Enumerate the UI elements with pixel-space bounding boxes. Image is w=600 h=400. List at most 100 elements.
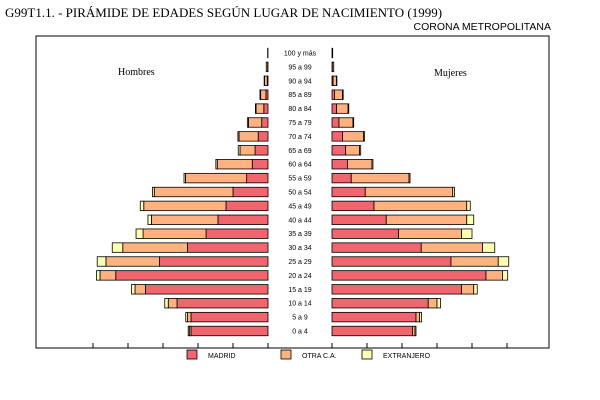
- bar-men-madrid-9: [246, 172, 269, 184]
- legend-label: OTRA C.A.: [302, 353, 337, 360]
- bar-men-otra-c-a-17: [134, 284, 146, 295]
- bar-women-otra-c-a-2: [332, 75, 337, 86]
- bar-men-madrid-8: [251, 159, 269, 170]
- bar-women-otra-c-a-14: [420, 242, 483, 253]
- bar-women-extranjero-8: [371, 159, 374, 170]
- bar-women-madrid-16: [331, 270, 487, 281]
- bar-men-otra-c-a-11: [143, 200, 227, 212]
- bar-women-madrid-19: [331, 311, 417, 323]
- bar-men-otra-c-a-1: [265, 61, 269, 73]
- bar-men-extranjero-9: [183, 172, 186, 184]
- bar-men-otra-c-a-3: [260, 89, 267, 100]
- legend: MADRID OTRA C.A. EXTRANJERO: [186, 349, 431, 360]
- bar-men-madrid-19: [190, 311, 269, 323]
- bar-men-extranjero-5: [246, 117, 249, 128]
- bar-women-madrid-5: [331, 117, 340, 128]
- bar-women-madrid-13: [331, 228, 399, 239]
- bar-men-otra-c-a-16: [99, 270, 117, 281]
- bar-women-madrid-15: [331, 256, 452, 267]
- bar-men-extranjero-11: [139, 200, 145, 212]
- bar-women-madrid-8: [331, 159, 348, 170]
- bar-women-madrid-11: [331, 200, 375, 212]
- bar-men-madrid-13: [205, 228, 269, 239]
- bar-men-otra-c-a-5: [247, 117, 263, 128]
- bar-men-madrid-20: [190, 325, 269, 337]
- bar-women-madrid-17: [331, 284, 462, 295]
- bar-men-otra-c-a-15: [105, 256, 160, 267]
- bar-men-otra-c-a-18: [167, 298, 178, 309]
- bar-women-extranjero-11: [466, 200, 471, 212]
- bar-women-extranjero-19: [419, 311, 422, 323]
- bar-men-madrid-12: [217, 214, 269, 225]
- bar-men-extranjero-6: [237, 131, 240, 142]
- bar-women-extranjero-7: [359, 145, 362, 156]
- bar-men-otra-c-a-13: [142, 228, 207, 239]
- age-group-label: 40 a 44: [288, 217, 311, 224]
- bars-group: [96, 47, 510, 337]
- bar-women-otra-c-a-3: [334, 89, 343, 100]
- age-group-label: 10 a 14: [288, 301, 311, 308]
- bar-men-madrid-6: [257, 131, 269, 142]
- bar-men-otra-c-a-7: [239, 145, 256, 156]
- legend-label: MADRID: [208, 353, 236, 360]
- age-group-label: 75 a 79: [288, 120, 311, 127]
- bar-women-madrid-9: [331, 172, 352, 184]
- age-group-label: 5 a 9: [292, 315, 308, 322]
- age-group-label: 30 a 34: [288, 245, 311, 252]
- bar-men-extranjero-19: [185, 311, 188, 323]
- bar-women-extranjero-14: [482, 242, 496, 253]
- age-group-label: 95 a 99: [288, 64, 311, 71]
- side-label-women: Mujeres: [434, 68, 467, 79]
- bar-women-otra-c-a-9: [350, 172, 410, 184]
- bar-men-madrid-14: [187, 242, 269, 253]
- bar-women-otra-c-a-18: [427, 298, 438, 309]
- bar-men-madrid-11: [225, 200, 269, 212]
- bar-men-madrid-7: [254, 145, 269, 156]
- chart-title: G99T1.1. - PIRÁMIDE DE EDADES SEGÚN LUGA…: [5, 5, 443, 20]
- x-axis-ticks: [92, 343, 508, 348]
- age-group-label: 55 a 59: [288, 176, 311, 183]
- bar-women-otra-c-a-12: [385, 214, 468, 225]
- bar-men-madrid-10: [232, 186, 269, 198]
- bar-men-otra-c-a-12: [151, 214, 219, 225]
- bar-men-otra-c-a-9: [184, 172, 248, 184]
- bar-men-madrid-5: [261, 117, 269, 128]
- bar-men-extranjero-14: [111, 242, 124, 253]
- age-group-label: 20 a 24: [288, 273, 311, 280]
- bar-women-extranjero-12: [466, 214, 475, 225]
- bar-women-extranjero-10: [452, 186, 455, 198]
- bar-women-otra-c-a-15: [450, 256, 499, 267]
- bar-men-extranjero-12: [147, 214, 152, 225]
- bar-men-extranjero-16: [96, 270, 101, 281]
- bar-women-madrid-12: [331, 214, 387, 225]
- age-labels-group: 100 y más 95 a 99 90 a 94 85 a 89 80 a 84 75 …: [284, 51, 317, 336]
- bar-women-otra-c-a-11: [373, 200, 468, 212]
- bar-men-extranjero-4: [254, 103, 257, 114]
- bar-women-otra-c-a-10: [364, 186, 454, 198]
- legend-label: EXTRANJERO: [383, 353, 431, 360]
- bar-women-madrid-6: [331, 131, 343, 142]
- bar-women-otra-c-a-16: [485, 270, 503, 281]
- age-group-label: 90 a 94: [288, 78, 311, 85]
- legend-swatch-madrid: [186, 349, 198, 360]
- bar-women-otra-c-a-13: [398, 228, 462, 239]
- bar-women-madrid-10: [331, 186, 366, 198]
- bar-men-madrid-4: [263, 103, 269, 114]
- bar-women-otra-c-a-19: [415, 311, 420, 323]
- bar-men-madrid-18: [176, 298, 269, 309]
- bar-women-extranjero-13: [461, 228, 473, 239]
- age-group-label: 60 a 64: [288, 162, 311, 169]
- age-group-label: 45 a 49: [288, 203, 311, 210]
- bar-women-extranjero-15: [497, 256, 510, 267]
- side-label-men: Hombres: [118, 67, 155, 78]
- bar-women-otra-c-a-8: [346, 159, 373, 170]
- bar-women-otra-c-a-17: [461, 284, 475, 295]
- bar-women-extranjero-17: [473, 284, 478, 295]
- bar-women-madrid-18: [331, 298, 429, 309]
- bar-women-madrid-4: [331, 103, 337, 114]
- legend-swatch-otra-c-a: [280, 349, 292, 360]
- bar-women-otra-c-a-6: [342, 131, 364, 142]
- bar-men-extranjero-15: [96, 256, 107, 267]
- bar-men-extranjero-3: [259, 89, 262, 100]
